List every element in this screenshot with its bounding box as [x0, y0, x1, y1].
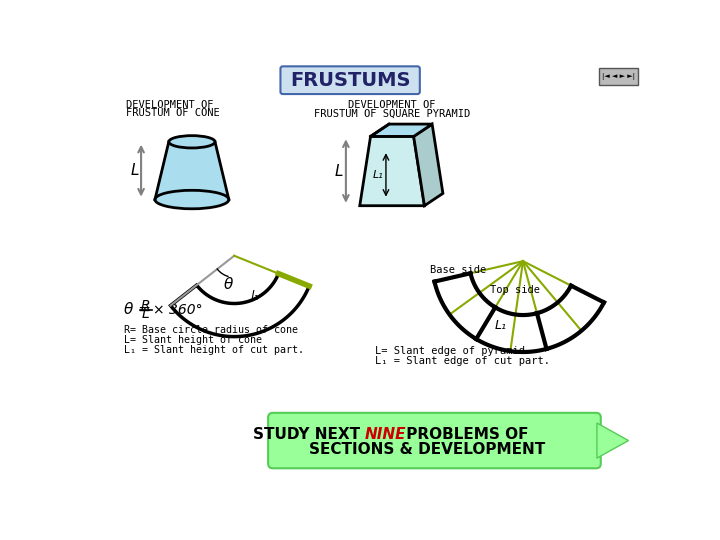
Polygon shape — [171, 274, 309, 336]
Text: |◄ ◄ ► ►|: |◄ ◄ ► ►| — [602, 73, 635, 80]
Text: θ =: θ = — [124, 302, 156, 317]
Text: DEVELOPMENT OF: DEVELOPMENT OF — [348, 100, 436, 110]
FancyBboxPatch shape — [268, 413, 600, 468]
Polygon shape — [434, 273, 604, 351]
FancyBboxPatch shape — [599, 68, 638, 85]
Text: FRUSTUM OF CONE: FRUSTUM OF CONE — [127, 109, 220, 118]
Text: × 360°: × 360° — [153, 302, 203, 316]
Ellipse shape — [168, 136, 215, 148]
Polygon shape — [597, 423, 629, 458]
Text: DEVELOPMENT OF: DEVELOPMENT OF — [127, 100, 214, 110]
Text: R: R — [141, 299, 150, 313]
Text: SECTIONS & DEVELOPMENT: SECTIONS & DEVELOPMENT — [309, 442, 545, 457]
FancyBboxPatch shape — [281, 66, 420, 94]
Text: L: L — [142, 307, 150, 321]
Text: L₁: L₁ — [495, 319, 506, 332]
Text: L: L — [335, 164, 343, 179]
Text: L: L — [130, 163, 139, 178]
Text: Base side: Base side — [430, 265, 486, 275]
Text: NINE: NINE — [365, 427, 407, 442]
Text: L₁: L₁ — [373, 170, 384, 180]
Ellipse shape — [155, 190, 229, 209]
Polygon shape — [155, 142, 229, 200]
Text: θ: θ — [223, 277, 233, 292]
Text: l₁: l₁ — [251, 291, 259, 303]
Text: Top side: Top side — [490, 286, 539, 295]
Text: L= Slant height of cone: L= Slant height of cone — [124, 335, 262, 346]
Text: L= Slant edge of pyramid: L= Slant edge of pyramid — [375, 346, 525, 356]
Text: STUDY NEXT: STUDY NEXT — [253, 427, 365, 442]
Text: L₁ = Slant height of cut part.: L₁ = Slant height of cut part. — [124, 346, 304, 355]
Text: FRUSTUMS: FRUSTUMS — [290, 71, 410, 90]
Polygon shape — [414, 124, 443, 206]
Polygon shape — [360, 137, 425, 206]
Text: FRUSTUM OF SQUARE PYRAMID: FRUSTUM OF SQUARE PYRAMID — [314, 109, 470, 118]
Text: R= Base circle radius of cone: R= Base circle radius of cone — [124, 326, 298, 335]
Text: PROBLEMS OF: PROBLEMS OF — [400, 427, 528, 442]
Text: L₁ = Slant edge of cut part.: L₁ = Slant edge of cut part. — [375, 356, 550, 366]
Polygon shape — [371, 124, 432, 137]
